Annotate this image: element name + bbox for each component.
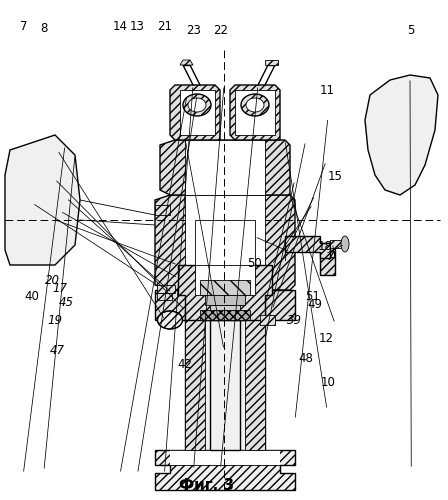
Text: 12: 12 xyxy=(319,332,334,345)
Polygon shape xyxy=(185,320,205,450)
Polygon shape xyxy=(157,293,172,300)
Polygon shape xyxy=(200,310,250,320)
Polygon shape xyxy=(185,320,265,450)
Text: 47: 47 xyxy=(50,344,65,356)
Text: A: A xyxy=(328,250,336,264)
Polygon shape xyxy=(155,290,295,320)
Ellipse shape xyxy=(246,98,264,112)
Text: 48: 48 xyxy=(298,352,313,366)
Ellipse shape xyxy=(158,311,182,329)
Polygon shape xyxy=(205,295,245,305)
Text: 14: 14 xyxy=(112,20,128,32)
Text: 21: 21 xyxy=(157,20,172,32)
Text: 42: 42 xyxy=(177,358,192,370)
Polygon shape xyxy=(160,140,290,195)
Polygon shape xyxy=(170,85,220,140)
Polygon shape xyxy=(157,285,175,293)
Ellipse shape xyxy=(341,236,349,252)
Polygon shape xyxy=(180,60,193,65)
Polygon shape xyxy=(365,75,438,195)
Text: 49: 49 xyxy=(307,298,323,312)
Text: 5: 5 xyxy=(408,24,415,38)
Text: 39: 39 xyxy=(287,314,302,326)
Polygon shape xyxy=(230,85,280,140)
Polygon shape xyxy=(155,195,295,290)
Polygon shape xyxy=(185,195,265,290)
Polygon shape xyxy=(200,280,250,295)
Polygon shape xyxy=(265,60,278,65)
Polygon shape xyxy=(260,315,275,325)
Polygon shape xyxy=(285,236,330,258)
Polygon shape xyxy=(155,205,170,215)
Polygon shape xyxy=(210,320,240,450)
Text: 18: 18 xyxy=(318,240,333,252)
Polygon shape xyxy=(180,90,215,135)
Polygon shape xyxy=(195,220,255,280)
Polygon shape xyxy=(5,135,80,265)
Ellipse shape xyxy=(183,94,211,116)
Text: 17: 17 xyxy=(52,282,68,296)
Text: 13: 13 xyxy=(130,20,145,32)
Text: 10: 10 xyxy=(320,376,336,389)
Text: 45: 45 xyxy=(59,296,74,308)
Polygon shape xyxy=(320,243,335,275)
Text: 22: 22 xyxy=(213,24,228,38)
Polygon shape xyxy=(170,450,280,465)
Text: 15: 15 xyxy=(327,170,343,182)
Text: 7: 7 xyxy=(20,20,27,32)
Polygon shape xyxy=(195,265,255,295)
Text: 50: 50 xyxy=(247,257,262,270)
Ellipse shape xyxy=(241,94,269,116)
Polygon shape xyxy=(155,450,295,490)
Polygon shape xyxy=(185,140,265,195)
Text: 20: 20 xyxy=(45,274,60,287)
Polygon shape xyxy=(245,320,265,450)
Text: 23: 23 xyxy=(186,24,201,36)
Polygon shape xyxy=(210,305,240,312)
Text: 19: 19 xyxy=(47,314,62,328)
Text: 51: 51 xyxy=(305,290,320,302)
Text: 11: 11 xyxy=(319,84,335,96)
Ellipse shape xyxy=(188,98,206,112)
Polygon shape xyxy=(330,240,345,248)
Polygon shape xyxy=(178,265,272,320)
Text: 8: 8 xyxy=(40,22,47,36)
Text: 40: 40 xyxy=(25,290,40,304)
Polygon shape xyxy=(235,90,275,135)
Text: Фиг. 3: Фиг. 3 xyxy=(178,478,234,494)
